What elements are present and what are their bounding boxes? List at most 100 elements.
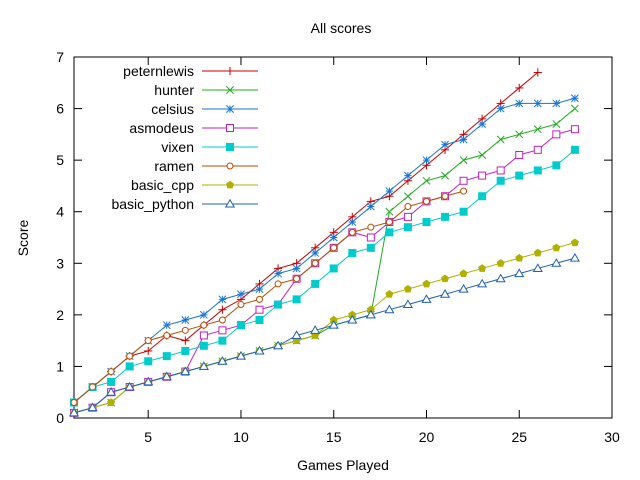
data-point-vixen-4 xyxy=(144,357,153,366)
data-point-basic_cpp-23 xyxy=(496,259,505,267)
y-tick-label-5: 5 xyxy=(56,152,64,168)
legend-marker-basic_cpp xyxy=(225,180,235,189)
data-point-vixen-24 xyxy=(515,171,524,180)
data-point-basic_python-21 xyxy=(458,283,469,293)
y-tick-label-4: 4 xyxy=(56,204,64,220)
legend-label-celsius: celsius xyxy=(151,101,194,117)
data-point-basic_cpp-25 xyxy=(533,248,542,257)
data-point-vixen-14 xyxy=(329,264,338,273)
data-point-asmodeus-10 xyxy=(255,305,264,314)
legend-entry-basic_python: basic_python xyxy=(111,196,258,212)
legend-entry-asmodeus: asmodeus xyxy=(129,120,258,136)
data-point-celsius-12 xyxy=(292,264,301,273)
data-point-ramen-8 xyxy=(218,316,226,324)
data-point-ramen-9 xyxy=(237,301,245,309)
data-point-basic_cpp-27 xyxy=(570,238,579,247)
data-point-hunter-27 xyxy=(570,104,579,113)
data-point-vixen-27 xyxy=(570,145,579,154)
data-point-asmodeus-21 xyxy=(459,176,468,185)
data-point-hunter-18 xyxy=(403,192,412,201)
legend-marker-hunter xyxy=(226,86,234,94)
legend-label-asmodeus: asmodeus xyxy=(129,120,194,136)
data-point-asmodeus-24 xyxy=(515,150,524,159)
data-point-celsius-22 xyxy=(478,120,487,128)
data-point-vixen-19 xyxy=(422,218,431,227)
legend-entry-hunter: hunter xyxy=(154,82,258,98)
data-point-asmodeus-22 xyxy=(478,171,487,180)
x-tick-label-4: 25 xyxy=(511,429,527,445)
data-point-celsius-13 xyxy=(311,249,320,257)
data-point-asmodeus-25 xyxy=(533,145,542,154)
data-point-celsius-19 xyxy=(422,156,431,165)
y-tick-label-1: 1 xyxy=(56,358,64,374)
data-point-celsius-27 xyxy=(570,94,579,103)
data-point-vixen-20 xyxy=(441,212,450,221)
data-point-hunter-25 xyxy=(533,125,542,134)
legend-marker-celsius xyxy=(226,105,234,113)
data-point-hunter-23 xyxy=(496,135,505,144)
legend-marker-asmodeus xyxy=(226,124,234,132)
y-tick-label-2: 2 xyxy=(56,307,64,323)
data-point-vixen-26 xyxy=(552,161,561,170)
data-point-basic_python-24 xyxy=(514,268,525,278)
series-line-basic_python xyxy=(73,257,576,414)
data-point-vixen-3 xyxy=(125,362,134,371)
data-point-basic_python-26 xyxy=(551,258,562,267)
data-point-basic_python-13 xyxy=(310,325,321,334)
data-point-basic_python-14 xyxy=(328,319,339,329)
data-point-basic_python-6 xyxy=(180,366,191,376)
data-point-vixen-10 xyxy=(255,316,264,325)
data-point-ramen-14 xyxy=(330,244,338,252)
data-point-basic_cpp-22 xyxy=(478,264,487,272)
chart-title: All scores xyxy=(311,20,372,36)
data-point-hunter-19 xyxy=(422,176,431,185)
legend-label-hunter: hunter xyxy=(154,82,194,98)
data-point-ramen-13 xyxy=(311,259,319,267)
legend-marker-ramen xyxy=(226,162,234,170)
data-point-hunter-24 xyxy=(515,130,524,139)
legend-marker-basic_python xyxy=(224,198,236,208)
data-point-celsius-10 xyxy=(255,285,264,294)
data-point-celsius-24 xyxy=(515,99,524,108)
data-point-basic_python-22 xyxy=(477,278,488,288)
data-point-ramen-7 xyxy=(200,321,208,329)
data-point-vixen-13 xyxy=(311,279,320,288)
data-point-hunter-17 xyxy=(385,207,394,216)
data-point-hunter-22 xyxy=(478,151,487,159)
data-point-ramen-15 xyxy=(348,228,356,236)
data-point-ramen-19 xyxy=(422,197,430,205)
data-point-basic_python-1 xyxy=(87,402,98,412)
data-point-celsius-25 xyxy=(533,99,542,108)
data-point-celsius-15 xyxy=(348,218,357,226)
x-tick-label-3: 20 xyxy=(419,429,435,445)
y-tick-label-6: 6 xyxy=(56,101,64,117)
data-point-celsius-14 xyxy=(329,233,338,242)
y-tick-label-0: 0 xyxy=(56,410,64,426)
data-point-vixen-12 xyxy=(292,295,301,304)
data-point-basic_python-8 xyxy=(217,356,228,365)
data-point-basic_python-3 xyxy=(124,381,135,391)
data-point-basic_python-23 xyxy=(495,273,506,283)
x-tick-label-5: 30 xyxy=(604,429,620,445)
data-point-ramen-16 xyxy=(367,223,375,231)
legend-entry-ramen: ramen xyxy=(154,158,258,174)
data-point-celsius-20 xyxy=(441,140,449,149)
data-point-vixen-7 xyxy=(199,341,208,350)
data-point-celsius-9 xyxy=(237,290,245,299)
data-point-asmodeus-18 xyxy=(403,212,412,221)
series-vixen xyxy=(70,145,579,407)
data-point-ramen-18 xyxy=(404,203,412,211)
data-point-basic_python-19 xyxy=(421,294,432,303)
data-point-ramen-21 xyxy=(460,187,468,195)
data-point-basic_python-4 xyxy=(143,376,154,386)
data-point-asmodeus-7 xyxy=(199,331,208,340)
data-point-hunter-20 xyxy=(441,171,449,180)
plot-frame xyxy=(73,56,613,419)
data-point-peternlewis-8 xyxy=(218,305,227,314)
data-point-celsius-8 xyxy=(218,295,227,304)
x-axis-label: Games Played xyxy=(297,457,389,473)
data-point-ramen-17 xyxy=(385,218,393,226)
data-point-basic_python-10 xyxy=(254,345,265,355)
data-point-peternlewis-25 xyxy=(533,68,542,77)
data-point-ramen-1 xyxy=(89,383,97,391)
